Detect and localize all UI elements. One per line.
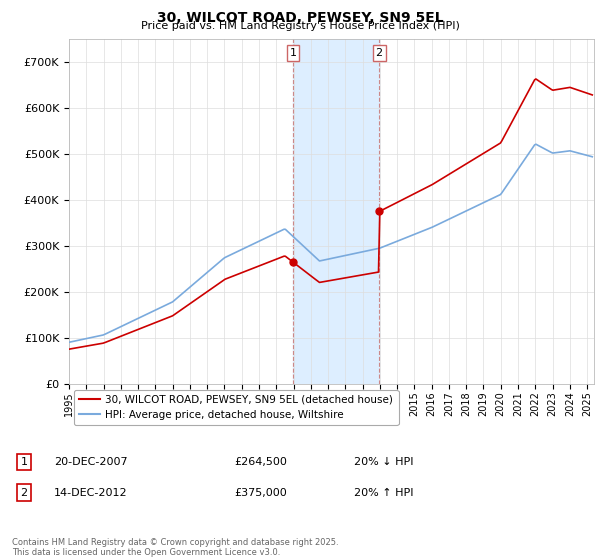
Text: 1: 1: [289, 48, 296, 58]
Text: 1: 1: [20, 457, 28, 467]
Text: Contains HM Land Registry data © Crown copyright and database right 2025.
This d: Contains HM Land Registry data © Crown c…: [12, 538, 338, 557]
Text: 14-DEC-2012: 14-DEC-2012: [54, 488, 128, 498]
Text: 2: 2: [20, 488, 28, 498]
Text: 30, WILCOT ROAD, PEWSEY, SN9 5EL: 30, WILCOT ROAD, PEWSEY, SN9 5EL: [157, 11, 443, 25]
Text: £375,000: £375,000: [234, 488, 287, 498]
Text: 20-DEC-2007: 20-DEC-2007: [54, 457, 128, 467]
Bar: [293, 39, 379, 384]
Text: Price paid vs. HM Land Registry's House Price Index (HPI): Price paid vs. HM Land Registry's House …: [140, 21, 460, 31]
Legend: 30, WILCOT ROAD, PEWSEY, SN9 5EL (detached house), HPI: Average price, detached : 30, WILCOT ROAD, PEWSEY, SN9 5EL (detach…: [74, 390, 398, 425]
Text: 20% ↑ HPI: 20% ↑ HPI: [354, 488, 413, 498]
Text: 20% ↓ HPI: 20% ↓ HPI: [354, 457, 413, 467]
Text: 2: 2: [376, 48, 383, 58]
Text: £264,500: £264,500: [234, 457, 287, 467]
